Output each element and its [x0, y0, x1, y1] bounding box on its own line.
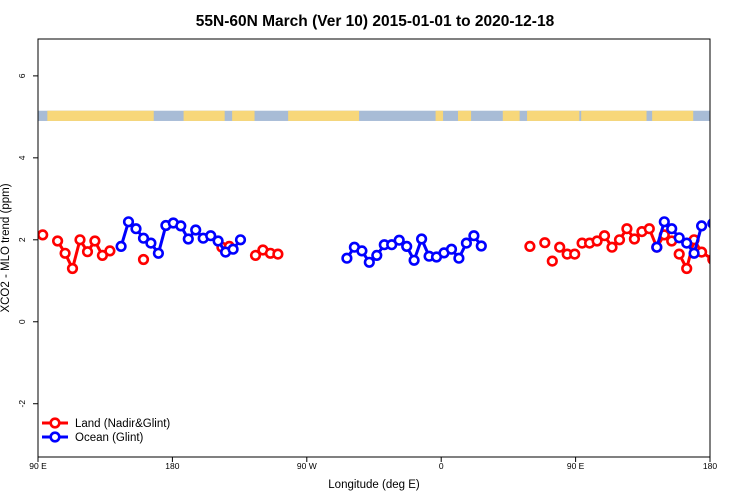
y-axis-label: XCO2 - MLO trend (ppm) — [0, 183, 12, 312]
x-tick-label: 90 W — [297, 461, 317, 471]
legend-label-ocean: Ocean (Glint) — [75, 432, 144, 444]
data-point-land — [569, 248, 581, 260]
data-point-land — [137, 253, 150, 266]
data-point-ocean — [666, 223, 678, 235]
data-point-ocean — [205, 230, 217, 242]
map-land-mass — [288, 110, 360, 121]
data-point-land — [59, 247, 71, 259]
data-point-ocean — [681, 237, 693, 249]
data-point-ocean — [416, 233, 428, 245]
data-point-land — [598, 230, 611, 242]
data-point-land — [554, 241, 566, 253]
map-ocean-band — [38, 110, 710, 121]
data-point-ocean — [363, 256, 375, 268]
data-point-ocean — [460, 237, 473, 249]
data-point-land — [51, 235, 64, 247]
data-point-ocean — [234, 234, 247, 246]
data-point-ocean — [356, 245, 368, 257]
data-point-ocean — [371, 249, 383, 261]
data-point-land — [524, 240, 536, 252]
data-point-ocean — [408, 254, 420, 266]
chart-title: 55N-60N March (Ver 10) 2015-01-01 to 202… — [196, 13, 555, 30]
map-land-mass — [232, 110, 255, 121]
map-land-mass — [502, 110, 520, 121]
data-point-ocean — [190, 224, 202, 236]
series-land-line — [596, 227, 666, 249]
data-point-ocean — [393, 234, 405, 246]
x-tick-label: 90 E — [29, 461, 47, 471]
data-point-land — [643, 223, 655, 235]
map-land-mass — [527, 110, 580, 121]
legend-item-ocean: Ocean (Glint) — [42, 431, 144, 444]
map-land-mass — [652, 110, 694, 121]
y-tick-label: 0 — [17, 319, 27, 324]
data-point-ocean — [122, 216, 135, 228]
map-land-mass — [47, 110, 154, 121]
data-point-land — [628, 233, 641, 245]
x-tick-label: 180 — [703, 461, 717, 471]
data-point-ocean — [212, 235, 224, 247]
data-point-ocean — [182, 233, 194, 245]
data-point-ocean — [445, 243, 458, 255]
map-land-mass — [458, 110, 472, 121]
legend-label-land: Land (Nadir&Glint) — [75, 418, 170, 430]
data-point-ocean — [115, 240, 127, 252]
data-point-ocean — [468, 230, 480, 242]
data-point-land — [249, 249, 262, 261]
data-point-land — [38, 229, 49, 241]
data-point-ocean — [651, 241, 663, 253]
data-point-land — [591, 235, 603, 247]
legend-marker-ocean — [49, 431, 61, 443]
data-point-ocean — [227, 243, 239, 255]
legend: Land (Nadir&Glint) Ocean (Glint) — [42, 417, 170, 444]
map-land-mass — [183, 110, 225, 121]
plot-frame — [37, 38, 711, 458]
data-point-ocean — [401, 240, 413, 252]
y-tick-label: 4 — [17, 155, 27, 160]
legend-marker-land — [49, 417, 61, 429]
data-point-ocean — [175, 220, 187, 232]
data-point-land — [272, 248, 284, 260]
data-point-land — [606, 241, 618, 253]
x-tick-label: 0 — [439, 461, 444, 471]
x-tick-label: 180 — [165, 461, 179, 471]
data-point-land — [621, 223, 633, 235]
x-axis: 90 E 180 90 W 0 90 E 180 — [29, 457, 717, 471]
y-tick-label: -2 — [17, 400, 27, 408]
data-point-ocean — [137, 232, 150, 244]
y-tick-label: 6 — [17, 73, 27, 78]
data-point-ocean — [695, 220, 708, 232]
data-point-ocean — [152, 247, 164, 259]
map-land-mass — [581, 110, 647, 121]
data-point-land — [74, 234, 86, 246]
data-point-ocean — [658, 216, 670, 228]
data-point-land — [89, 235, 101, 247]
x-axis-label: Longitude (deg E) — [328, 479, 420, 491]
data-point-ocean — [145, 237, 157, 249]
map-land-mass — [435, 110, 444, 121]
data-point-ocean — [341, 252, 353, 264]
data-point-land — [81, 246, 94, 258]
data-point-land — [104, 245, 116, 257]
data-point-land — [66, 262, 79, 275]
data-point-ocean — [130, 223, 142, 235]
y-tick-label: 2 — [17, 237, 27, 242]
y-axis: -2 0 2 4 6 — [17, 73, 38, 408]
data-point-ocean — [475, 240, 487, 252]
data-point-land — [546, 255, 558, 267]
x-tick-label: 90 E — [567, 461, 585, 471]
legend-item-land: Land (Nadir&Glint) — [42, 417, 170, 430]
data-point-land — [681, 262, 693, 275]
series-ocean — [115, 216, 710, 268]
data-point-land — [539, 237, 551, 249]
data-point-ocean — [688, 247, 700, 259]
data-point-land — [613, 234, 626, 246]
data-point-ocean — [673, 232, 685, 244]
data-point-ocean — [453, 252, 465, 264]
data-point-land — [673, 248, 685, 260]
world-map-strip — [38, 110, 710, 121]
